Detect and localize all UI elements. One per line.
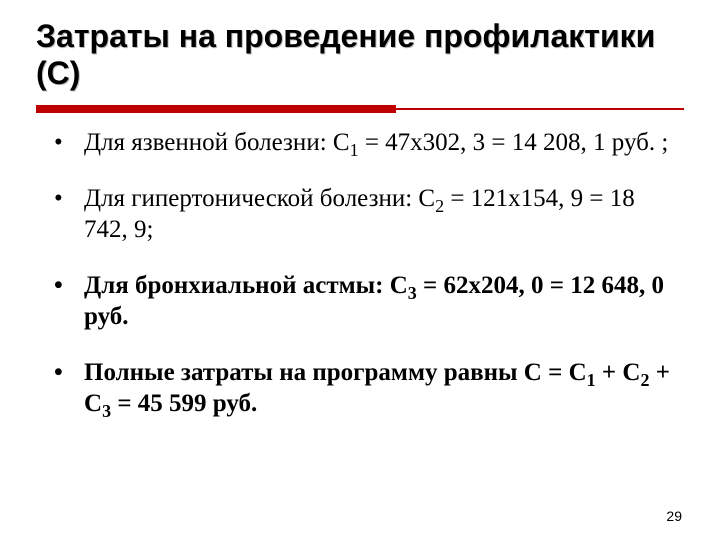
bullet-text-prefix: Для гипертонической болезни: С [84,185,435,212]
rule-thick [36,105,396,113]
slide-title: Затраты на проведение профилактики (С) [36,18,684,92]
bullet-list: Для язвенной болезни: С1 = 47х302, 3 = 1… [36,128,684,420]
page-number: 29 [666,508,682,524]
bullet-text-prefix: Для бронхиальной астмы: С [84,272,408,299]
bullet-item: Полные затраты на программу равны С = С1… [54,358,678,419]
bullet-subscript: 2 [435,196,444,216]
bullet-subscript: 1 [350,140,359,160]
bullet-text-prefix: Для язвенной болезни: С [84,129,350,156]
bullet-text-rest: = 47х302, 3 = 14 208, 1 руб. ; [359,129,669,156]
bullet-item: Для бронхиальной астмы: С3 = 62х204, 0 =… [54,271,678,332]
bullet-subscript: 3 [408,283,417,303]
bullet-item: Для гипертонической болезни: С2 = 121х15… [54,184,678,245]
bullet-seg: = 45 599 руб. [111,390,257,417]
bullet-item: Для язвенной болезни: С1 = 47х302, 3 = 1… [54,128,678,159]
bullet-subscript: 3 [102,401,111,421]
bullet-seg: Полные затраты на программу равны С = С [84,359,587,386]
bullet-seg: + С [596,359,641,386]
slide-root: Затраты на проведение профилактики (С) Д… [0,0,720,540]
title-rule [36,104,684,114]
bullet-subscript: 1 [587,370,596,390]
